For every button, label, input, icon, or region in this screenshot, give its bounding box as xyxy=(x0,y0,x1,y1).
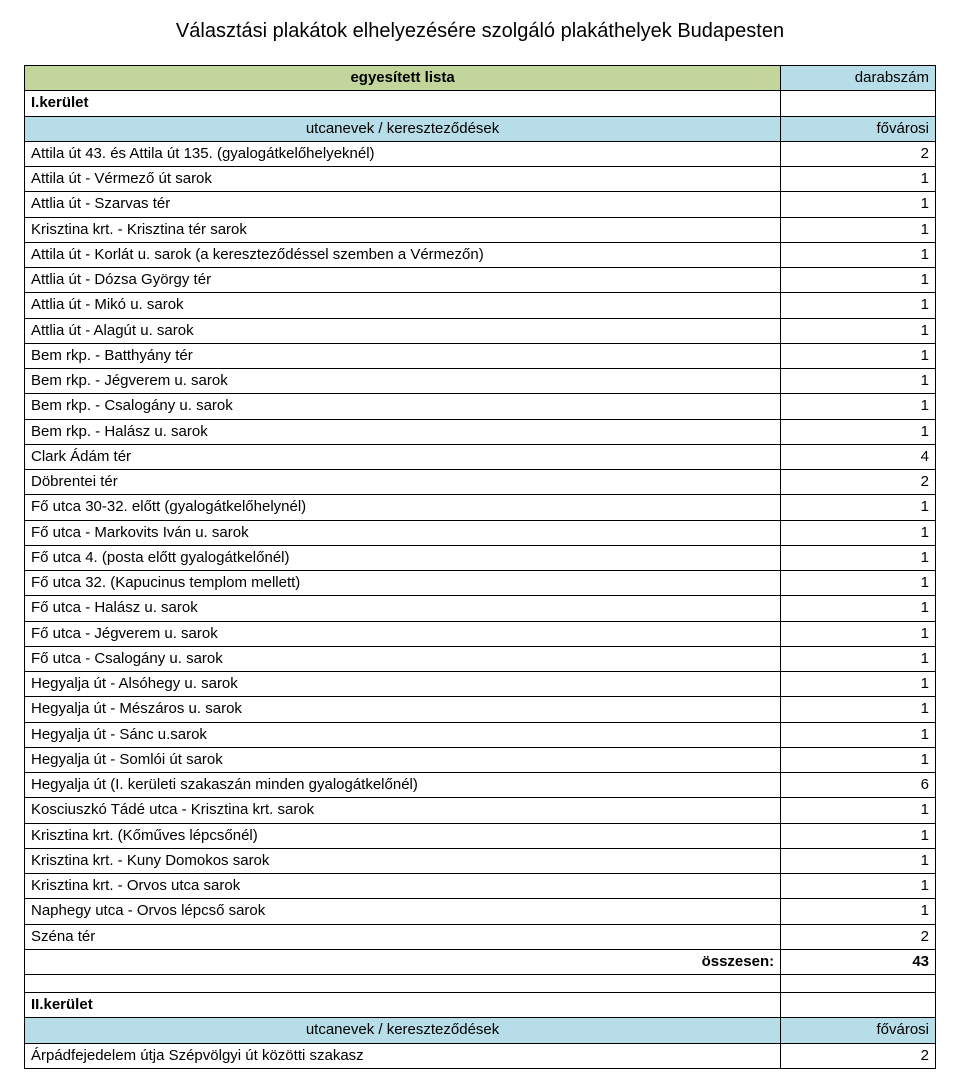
table-row-count: 1 xyxy=(781,747,936,772)
table-row-count: 2 xyxy=(781,470,936,495)
table-row-name: Fő utca - Markovits Iván u. sarok xyxy=(25,520,781,545)
district-empty xyxy=(781,91,936,116)
table-row-count: 1 xyxy=(781,495,936,520)
table-row-count: 1 xyxy=(781,343,936,368)
table-row-name: Fő utca - Halász u. sarok xyxy=(25,596,781,621)
table-row-count: 1 xyxy=(781,545,936,570)
table-row-name: Krisztina krt. - Orvos utca sarok xyxy=(25,874,781,899)
table-row-name: Attila út - Korlát u. sarok (a keresztez… xyxy=(25,242,781,267)
table-row-count: 1 xyxy=(781,394,936,419)
table-row-name: Bem rkp. - Jégverem u. sarok xyxy=(25,369,781,394)
gap-cell xyxy=(25,975,781,993)
count-header: darabszám xyxy=(781,66,936,91)
total-label: összesen: xyxy=(25,949,781,974)
table-row-name: Fő utca 32. (Kapucinus templom mellett) xyxy=(25,571,781,596)
table-row-count: 6 xyxy=(781,773,936,798)
table-row-name: Attlia út - Mikó u. sarok xyxy=(25,293,781,318)
table-row-count: 1 xyxy=(781,823,936,848)
table-row-count: 1 xyxy=(781,293,936,318)
table-row-name: Fő utca - Jégverem u. sarok xyxy=(25,621,781,646)
table-row-name: Attlia út - Alagút u. sarok xyxy=(25,318,781,343)
table-row-count: 1 xyxy=(781,697,936,722)
table-row-count: 1 xyxy=(781,318,936,343)
table-row-name: Fő utca - Csalogány u. sarok xyxy=(25,646,781,671)
table-row-count: 2 xyxy=(781,1043,936,1068)
table-row-count: 1 xyxy=(781,646,936,671)
unified-list-header: egyesített lista xyxy=(25,66,781,91)
district-name: I.kerület xyxy=(25,91,781,116)
table-row-count: 1 xyxy=(781,369,936,394)
table-row-name: Attila út - Vérmező út sarok xyxy=(25,167,781,192)
table-row-name: Döbrentei tér xyxy=(25,470,781,495)
table-row-count: 1 xyxy=(781,874,936,899)
table-row-count: 1 xyxy=(781,217,936,242)
capital-header: fővárosi xyxy=(781,1018,936,1043)
table-row-name: Fő utca 4. (posta előtt gyalogátkelőnél) xyxy=(25,545,781,570)
total-value: 43 xyxy=(781,949,936,974)
table-row-name: Clark Ádám tér xyxy=(25,444,781,469)
table-row-count: 2 xyxy=(781,141,936,166)
table-row-name: Krisztina krt. - Kuny Domokos sarok xyxy=(25,848,781,873)
table-row-name: Attlia út - Dózsa György tér xyxy=(25,268,781,293)
capital-header: fővárosi xyxy=(781,116,936,141)
table-row-name: Naphegy utca - Orvos lépcső sarok xyxy=(25,899,781,924)
table-row-count: 1 xyxy=(781,192,936,217)
table-row-count: 1 xyxy=(781,167,936,192)
streets-header: utcanevek / kereszteződések xyxy=(25,1018,781,1043)
table-row-count: 1 xyxy=(781,571,936,596)
table-row-name: Krisztina krt. - Krisztina tér sarok xyxy=(25,217,781,242)
table-row-count: 1 xyxy=(781,621,936,646)
table-row-count: 4 xyxy=(781,444,936,469)
table-row-count: 1 xyxy=(781,899,936,924)
main-table: egyesített listadarabszámI.kerületutcane… xyxy=(24,65,936,1069)
table-row-name: Árpádfejedelem útja Szépvölgyi út között… xyxy=(25,1043,781,1068)
table-row-count: 1 xyxy=(781,268,936,293)
table-row-count: 1 xyxy=(781,722,936,747)
table-row-count: 1 xyxy=(781,419,936,444)
table-row-name: Bem rkp. - Csalogány u. sarok xyxy=(25,394,781,419)
table-row-count: 1 xyxy=(781,798,936,823)
table-row-name: Krisztina krt. (Kőműves lépcsőnél) xyxy=(25,823,781,848)
table-row-name: Bem rkp. - Halász u. sarok xyxy=(25,419,781,444)
table-row-name: Hegyalja út - Mészáros u. sarok xyxy=(25,697,781,722)
table-row-name: Kosciuszkó Tádé utca - Krisztina krt. sa… xyxy=(25,798,781,823)
table-row-count: 1 xyxy=(781,242,936,267)
table-row-name: Hegyalja út - Sánc u.sarok xyxy=(25,722,781,747)
district-name: II.kerület xyxy=(25,993,781,1018)
table-row-name: Attlia út - Szarvas tér xyxy=(25,192,781,217)
table-row-name: Hegyalja út - Somlói út sarok xyxy=(25,747,781,772)
table-row-name: Bem rkp. - Batthyány tér xyxy=(25,343,781,368)
table-row-name: Attila út 43. és Attila út 135. (gyalogá… xyxy=(25,141,781,166)
page-title: Választási plakátok elhelyezésére szolgá… xyxy=(24,20,936,43)
streets-header: utcanevek / kereszteződések xyxy=(25,116,781,141)
table-row-count: 1 xyxy=(781,848,936,873)
table-row-name: Fő utca 30-32. előtt (gyalogátkelőhelyné… xyxy=(25,495,781,520)
gap-cell xyxy=(781,975,936,993)
table-row-count: 1 xyxy=(781,520,936,545)
table-row-name: Hegyalja út (I. kerületi szakaszán minde… xyxy=(25,773,781,798)
table-row-name: Hegyalja út - Alsóhegy u. sarok xyxy=(25,672,781,697)
district-empty xyxy=(781,993,936,1018)
table-row-count: 1 xyxy=(781,596,936,621)
table-row-count: 1 xyxy=(781,672,936,697)
